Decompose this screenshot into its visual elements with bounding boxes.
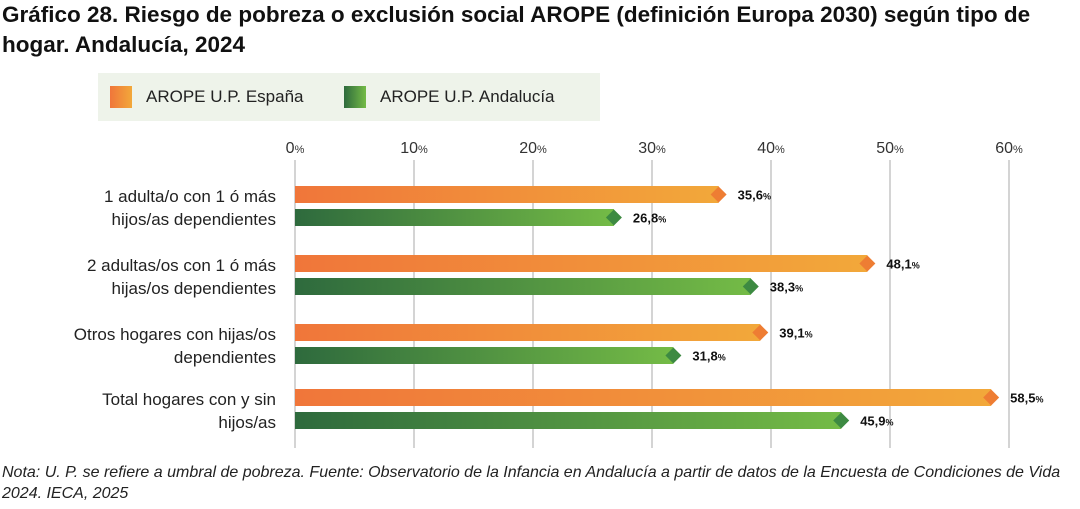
data-label: 31,8% [692, 349, 725, 364]
legend-swatch-andalucia [344, 86, 366, 108]
chart-title: Gráfico 28. Riesgo de pobreza o exclusió… [2, 2, 1031, 57]
x-tick-label: 60% [995, 140, 1023, 157]
bar-andalucia [295, 209, 614, 226]
category-label: dependientes [174, 348, 276, 367]
x-tick-label: 30% [638, 140, 666, 157]
bar-tip-marker [605, 209, 622, 226]
category-label: hijos/as [218, 413, 276, 432]
legend-swatch-espana [110, 86, 132, 108]
category-label: 2 adultas/os con 1 ó más [87, 256, 276, 275]
legend-item-andalucia: AROPE U.P. Andalucía [344, 85, 555, 109]
data-label: 38,3% [770, 280, 803, 295]
x-tick-label: 0% [286, 140, 305, 157]
bar-chart: 0% 10% 20% 30% 40% 50% 60% 1 adulta/o con 1 ó m… [74, 140, 1043, 448]
bar-tip-marker [752, 324, 769, 341]
bar-espana [295, 389, 992, 406]
data-label: 35,6% [738, 188, 771, 203]
bar-tip-marker [983, 389, 1000, 406]
bar-tip-marker [833, 412, 850, 429]
bar-espana [295, 255, 868, 272]
x-tick-label: 10% [400, 140, 428, 157]
data-label: 45,9% [860, 414, 893, 429]
bar-tip-marker [859, 255, 876, 272]
bar-tip-marker [710, 186, 727, 203]
category-label: hijos/as dependientes [112, 210, 276, 229]
legend-item-espana: AROPE U.P. España [110, 85, 304, 109]
category-label: hijas/os dependientes [112, 279, 276, 298]
x-tick-label: 20% [519, 140, 547, 157]
data-label: 39,1% [779, 326, 812, 341]
legend-label-andalucia: AROPE U.P. Andalucía [380, 87, 555, 106]
bar-andalucia [295, 278, 751, 295]
bar-tip-marker [742, 278, 759, 295]
bar-espana [295, 324, 761, 341]
legend-label-espana: AROPE U.P. España [146, 87, 304, 106]
data-label: 58,5% [1010, 391, 1043, 406]
data-label: 48,1% [886, 257, 919, 272]
bar-andalucia [295, 412, 842, 429]
legend: AROPE U.P. España AROPE U.P. Andalucía [98, 73, 600, 121]
bar-andalucia [295, 347, 674, 364]
category-label: Total hogares con y sin [102, 390, 276, 409]
category-label: 1 adulta/o con 1 ó más [104, 187, 276, 206]
category-label: Otros hogares con hijas/os [74, 325, 276, 344]
bar-tip-marker [665, 347, 682, 364]
data-label: 26,8% [633, 211, 666, 226]
x-tick-label: 50% [876, 140, 904, 157]
bar-espana [295, 186, 719, 203]
x-tick-label: 40% [757, 140, 785, 157]
footnote: Nota: U. P. se refiere a umbral de pobre… [2, 464, 1061, 502]
